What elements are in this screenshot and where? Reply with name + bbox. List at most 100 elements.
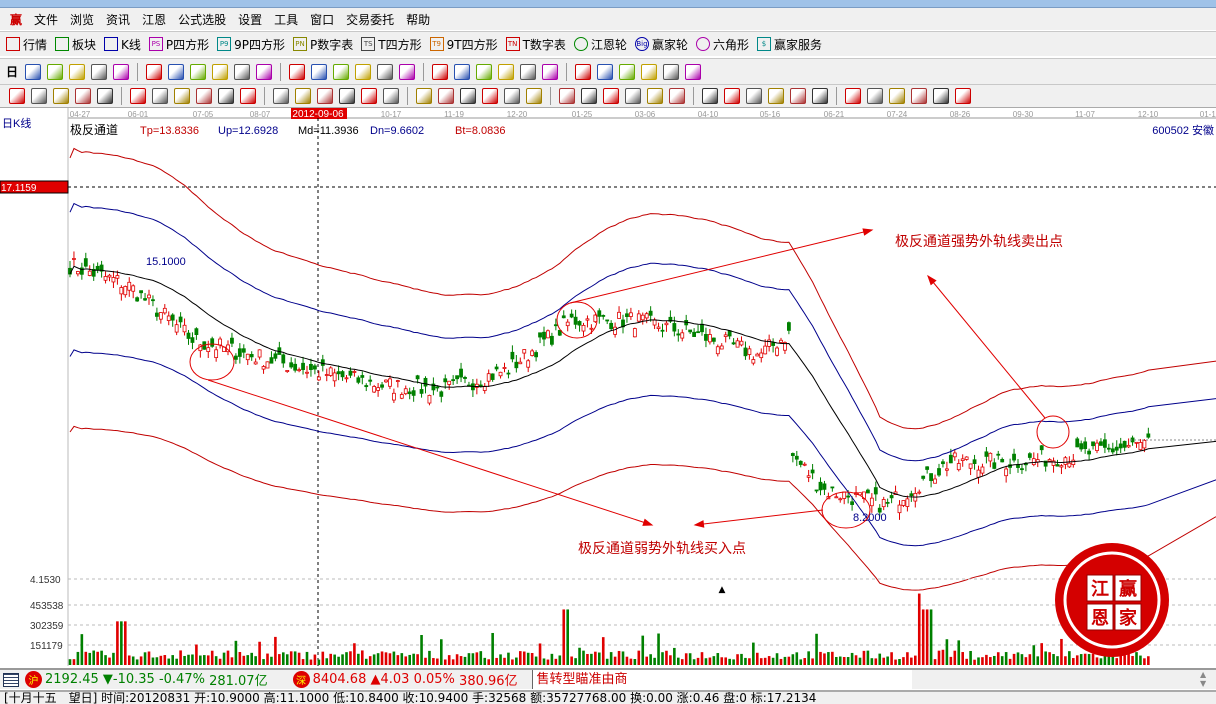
angle-line-icon[interactable] bbox=[559, 88, 575, 104]
flag2-icon[interactable] bbox=[812, 88, 828, 104]
chart-type-icon[interactable] bbox=[47, 63, 64, 80]
menu-window[interactable]: 窗口 bbox=[310, 12, 335, 27]
last-icon[interactable] bbox=[234, 63, 251, 80]
spiral-icon[interactable] bbox=[130, 88, 146, 104]
logo-cell bbox=[1114, 603, 1142, 631]
table-lines-icon[interactable] bbox=[669, 88, 685, 104]
ticker-scroll-arrows[interactable]: ▲ ▼ bbox=[1200, 670, 1207, 688]
percent-lines-icon[interactable] bbox=[339, 88, 355, 104]
circle-grid-icon[interactable] bbox=[174, 88, 190, 104]
multi-line-icon[interactable] bbox=[647, 88, 663, 104]
calculator-icon[interactable] bbox=[597, 63, 614, 80]
period-dropdown-icon[interactable] bbox=[25, 63, 42, 80]
square-web-icon[interactable] bbox=[317, 88, 333, 104]
kline-chart[interactable]: 04-27 06-01 07-05 08-07 2012-09-06 10-17 11-19… bbox=[0, 108, 1216, 666]
shen-icon[interactable] bbox=[361, 88, 377, 104]
network-icon[interactable] bbox=[663, 63, 680, 80]
angle-icon[interactable] bbox=[240, 88, 256, 104]
toolbar-pn-button[interactable]: PN P数字表 bbox=[293, 36, 353, 53]
red-fan-icon[interactable] bbox=[526, 88, 542, 104]
menu-browse[interactable]: 浏览 bbox=[70, 12, 95, 27]
fib5-icon[interactable] bbox=[933, 88, 949, 104]
draw-line-icon[interactable] bbox=[498, 63, 515, 80]
menu-tools[interactable]: 工具 bbox=[274, 12, 299, 27]
menu-settings[interactable]: 设置 bbox=[238, 12, 263, 27]
toolbar-ts-button[interactable]: TS T四方形 bbox=[361, 36, 422, 53]
news-ticker[interactable]: 售转型瞄准由商 bbox=[531, 670, 912, 689]
fib4-icon[interactable] bbox=[911, 88, 927, 104]
toolbar-hexagon-button[interactable]: 六角形 bbox=[695, 36, 749, 53]
percent-icon[interactable] bbox=[702, 88, 718, 104]
crosshair-icon[interactable] bbox=[476, 63, 493, 80]
left-icon[interactable] bbox=[256, 63, 273, 80]
toolbar-tn-button[interactable]: TN T数字表 bbox=[505, 36, 566, 53]
gold3-icon[interactable] bbox=[845, 88, 861, 104]
move-left-icon[interactable] bbox=[311, 63, 328, 80]
fib3-icon[interactable] bbox=[889, 88, 905, 104]
toolbar-candlestick-button[interactable]: K线 bbox=[104, 36, 141, 53]
toolbar-t9-button[interactable]: T9 9T四方形 bbox=[429, 36, 498, 53]
n2-icon[interactable] bbox=[218, 88, 234, 104]
fan-icon[interactable] bbox=[482, 88, 498, 104]
fib6-icon[interactable] bbox=[955, 88, 971, 104]
width-icon[interactable] bbox=[438, 88, 454, 104]
grid-icon[interactable] bbox=[603, 88, 619, 104]
ying-icon[interactable] bbox=[383, 88, 399, 104]
candle-body bbox=[680, 332, 685, 339]
save-icon[interactable] bbox=[641, 63, 658, 80]
printer-icon[interactable] bbox=[685, 63, 702, 80]
formula-icon[interactable] bbox=[168, 63, 185, 80]
menu-news[interactable]: 资讯 bbox=[106, 12, 131, 27]
web-icon[interactable] bbox=[295, 88, 311, 104]
pen-icon[interactable] bbox=[9, 88, 25, 104]
bar3-icon[interactable] bbox=[91, 63, 108, 80]
gold-icon[interactable] bbox=[53, 88, 69, 104]
ruler-icon[interactable] bbox=[416, 88, 432, 104]
fib2-icon[interactable] bbox=[867, 88, 883, 104]
toolbar-target-button[interactable]: 江恩轮 bbox=[573, 36, 627, 53]
zoom-in-icon[interactable] bbox=[355, 63, 372, 80]
menu-file[interactable]: 文件 bbox=[34, 12, 59, 27]
fit-icon[interactable] bbox=[432, 63, 449, 80]
box-icon[interactable] bbox=[460, 88, 476, 104]
toolbar-p9-button[interactable]: P9 9P四方形 bbox=[217, 36, 285, 53]
toolbar-dollar-button[interactable]: $ 赢家服务 bbox=[756, 36, 822, 53]
target-cross-icon[interactable] bbox=[273, 88, 289, 104]
period-selector[interactable]: 日 bbox=[6, 65, 19, 79]
calendar-icon[interactable] bbox=[575, 63, 592, 80]
notes-icon[interactable] bbox=[69, 63, 86, 80]
gold2-icon[interactable] bbox=[75, 88, 91, 104]
fib-icon[interactable] bbox=[97, 88, 113, 104]
parallel-lines-icon[interactable] bbox=[31, 88, 47, 104]
right-icon[interactable] bbox=[289, 63, 306, 80]
coin-icon[interactable] bbox=[746, 88, 762, 104]
percent2-icon[interactable] bbox=[724, 88, 740, 104]
gold-line-icon[interactable] bbox=[768, 88, 784, 104]
festival-icon[interactable] bbox=[520, 63, 537, 80]
ai-icon[interactable] bbox=[542, 63, 559, 80]
notepad-icon[interactable] bbox=[619, 63, 636, 80]
flag-icon[interactable] bbox=[190, 63, 207, 80]
gold-line2-icon[interactable] bbox=[790, 88, 806, 104]
bar9-icon[interactable] bbox=[113, 63, 130, 80]
square-fan-icon[interactable] bbox=[504, 88, 520, 104]
candle-dropdown-icon[interactable] bbox=[146, 63, 163, 80]
toolbar-ps-button[interactable]: PS P四方形 bbox=[148, 36, 209, 53]
first-icon[interactable] bbox=[212, 63, 229, 80]
calendar-icon[interactable] bbox=[3, 672, 19, 687]
toolbar-table-button[interactable]: 行情 bbox=[6, 36, 47, 53]
grid2-icon[interactable] bbox=[625, 88, 641, 104]
menu-trade[interactable]: 交易委托 bbox=[346, 12, 395, 27]
hand-icon[interactable] bbox=[454, 63, 471, 80]
expand-icon[interactable] bbox=[399, 63, 416, 80]
menu-formula[interactable]: 公式选股 bbox=[178, 12, 227, 27]
menu-gann[interactable]: 江恩 bbox=[142, 12, 167, 27]
zoom-out-icon[interactable] bbox=[377, 63, 394, 80]
toolbar-blocks-button[interactable]: 板块 bbox=[55, 36, 96, 53]
move-right-icon[interactable] bbox=[333, 63, 350, 80]
grid-lines-icon[interactable] bbox=[196, 88, 212, 104]
toolbar-big-wheel-button[interactable]: Big 赢家轮 bbox=[634, 36, 688, 53]
menu-help[interactable]: 帮助 bbox=[406, 12, 431, 27]
eraser-icon[interactable] bbox=[152, 88, 168, 104]
v-icon[interactable] bbox=[581, 88, 597, 104]
